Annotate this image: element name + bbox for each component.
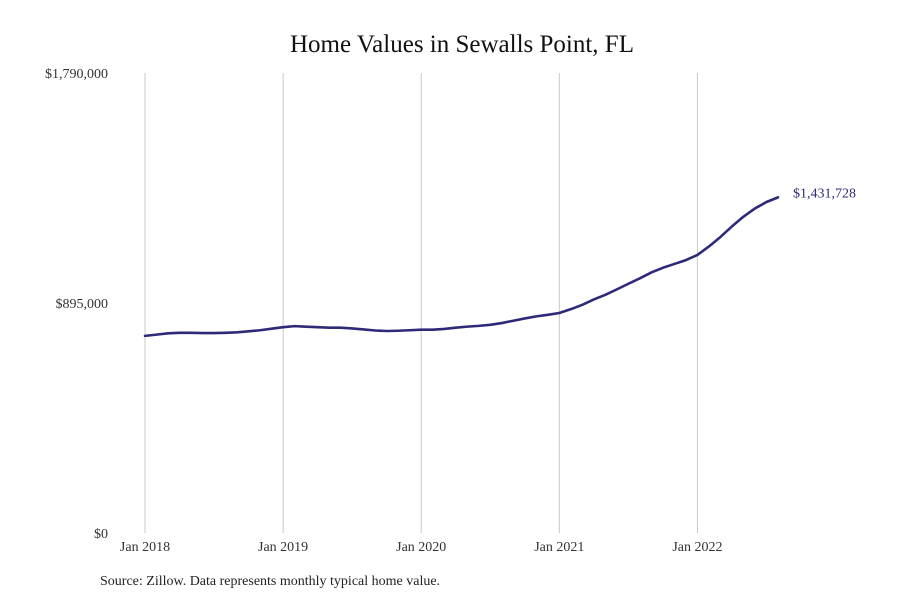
y-tick-label: $0 bbox=[94, 527, 108, 542]
x-axis-labels: Jan 2018 Jan 2019 Jan 2020 Jan 2021 Jan 2022 bbox=[120, 540, 723, 555]
x-tick-label: Jan 2019 bbox=[258, 540, 308, 555]
end-value-label: $1,431,728 bbox=[793, 186, 856, 201]
x-tick-label: Jan 2022 bbox=[672, 540, 722, 555]
y-tick-label: $1,790,000 bbox=[45, 67, 108, 82]
y-tick-label: $895,000 bbox=[56, 297, 109, 312]
x-tick-label: Jan 2021 bbox=[534, 540, 584, 555]
chart-title: Home Values in Sewalls Point, FL bbox=[290, 31, 634, 58]
source-note: Source: Zillow. Data represents monthly … bbox=[100, 574, 440, 589]
x-tick-label: Jan 2020 bbox=[396, 540, 446, 555]
series-line bbox=[143, 196, 780, 338]
x-tick-label: Jan 2018 bbox=[120, 540, 170, 555]
y-axis-labels: $0 $895,000 $1,790,000 bbox=[45, 67, 108, 542]
gridlines bbox=[144, 73, 698, 533]
